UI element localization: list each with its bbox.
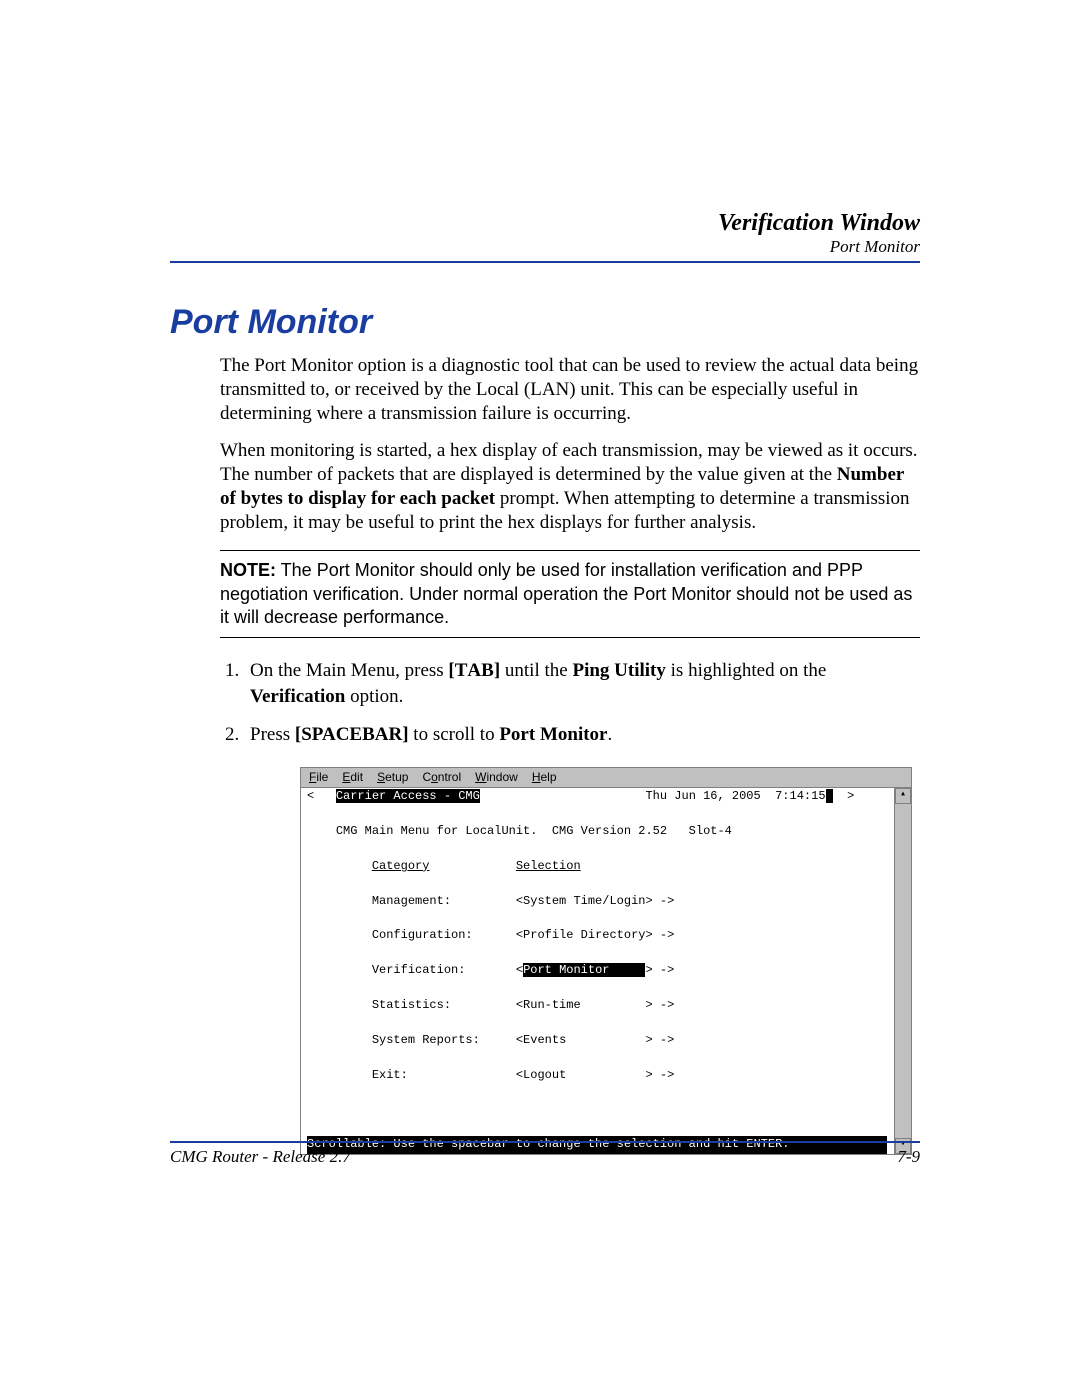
term-blank2 xyxy=(301,841,893,858)
note-text: The Port Monitor should only be used for… xyxy=(220,560,912,627)
paragraph-1: The Port Monitor option is a diagnostic … xyxy=(220,354,920,425)
term-blank5 xyxy=(301,945,893,962)
step-2: Press [SPACEBAR] to scroll to Port Monit… xyxy=(244,722,920,748)
body-text: The Port Monitor option is a diagnostic … xyxy=(220,354,920,1155)
term-title-left: Carrier Access - CMG xyxy=(336,789,480,803)
term-row-2: Verification: <Port Monitor > -> xyxy=(301,962,893,979)
menu-help[interactable]: Help xyxy=(532,770,557,785)
term-blank4 xyxy=(301,910,893,927)
section-title: Port Monitor xyxy=(170,303,920,342)
s1-key: [TAB] xyxy=(448,660,500,681)
para2-a: When monitoring is started, a hex displa… xyxy=(220,440,918,485)
footer-right: 7-9 xyxy=(897,1147,920,1167)
term-row-1: Configuration: <Profile Directory> -> xyxy=(301,927,893,944)
term-subtitle: CMG Main Menu for LocalUnit. CMG Version… xyxy=(301,823,893,840)
term-blank10 xyxy=(301,1101,893,1118)
s2b: to scroll to xyxy=(409,724,500,745)
s1b: until the xyxy=(500,660,572,681)
steps-list: On the Main Menu, press [TAB] until the … xyxy=(220,658,920,747)
note-label: NOTE: xyxy=(220,560,276,580)
menu-window[interactable]: Window xyxy=(475,770,518,785)
term-blank3 xyxy=(301,875,893,892)
s1d: option. xyxy=(345,686,403,707)
terminal-scrollbar[interactable]: ▴ ▾ xyxy=(894,788,911,1153)
note-block: NOTE: The Port Monitor should only be us… xyxy=(220,550,920,638)
menu-control[interactable]: Control xyxy=(422,770,461,785)
term-row-3: Statistics: <Run-time > -> xyxy=(301,997,893,1014)
term-blank1 xyxy=(301,806,893,823)
term-title-right: Thu Jun 16, 2005 7:14:15 xyxy=(645,789,825,803)
terminal-window: File Edit Setup Control Window Help < Ca… xyxy=(300,767,912,1154)
s2a: Press xyxy=(250,724,295,745)
term-blank6 xyxy=(301,980,893,997)
term-selection-highlight[interactable]: Port Monitor xyxy=(523,963,645,977)
s1bold2: Verification xyxy=(250,686,345,707)
page-footer: CMG Router - Release 2.7 7-9 xyxy=(170,1133,920,1167)
term-title-row: < Carrier Access - CMG Thu Jun 16, 2005 … xyxy=(301,788,893,805)
term-blank8 xyxy=(301,1049,893,1066)
step-1: On the Main Menu, press [TAB] until the … xyxy=(244,658,920,709)
page-header: Verification Window Port Monitor xyxy=(170,210,920,257)
header-title: Verification Window xyxy=(170,210,920,237)
s1c: is highlighted on the xyxy=(666,660,826,681)
header-rule xyxy=(170,261,920,263)
scroll-up-icon[interactable]: ▴ xyxy=(895,788,911,804)
term-row-4: System Reports: <Events > -> xyxy=(301,1032,893,1049)
terminal-body: < Carrier Access - CMG Thu Jun 16, 2005 … xyxy=(301,788,911,1153)
menu-file[interactable]: File xyxy=(309,770,328,785)
header-subtitle: Port Monitor xyxy=(170,237,920,257)
s2bold: Port Monitor xyxy=(499,724,607,745)
menu-edit[interactable]: Edit xyxy=(342,770,363,785)
term-blank7 xyxy=(301,1014,893,1031)
footer-left: CMG Router - Release 2.7 xyxy=(170,1147,351,1167)
paragraph-2: When monitoring is started, a hex displa… xyxy=(220,439,920,534)
s2-key: [SPACEBAR] xyxy=(295,724,409,745)
term-headers: Category Selection xyxy=(301,858,893,875)
s2c: . xyxy=(607,724,612,745)
terminal-menubar: File Edit Setup Control Window Help xyxy=(301,768,911,788)
term-row-5: Exit: <Logout > -> xyxy=(301,1067,893,1084)
menu-setup[interactable]: Setup xyxy=(377,770,408,785)
s1a: On the Main Menu, press xyxy=(250,660,448,681)
term-row-0: Management: <System Time/Login> -> xyxy=(301,893,893,910)
term-blank9 xyxy=(301,1084,893,1101)
s1bold1: Ping Utility xyxy=(572,660,665,681)
document-page: Verification Window Port Monitor Port Mo… xyxy=(0,0,1080,1397)
footer-rule xyxy=(170,1141,920,1143)
